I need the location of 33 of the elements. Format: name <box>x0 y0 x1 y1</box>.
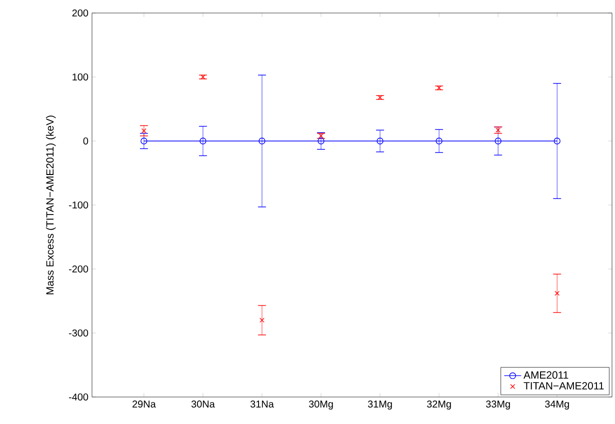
point <box>378 95 382 100</box>
x-tick-label: 29Na <box>132 400 156 408</box>
y-tick-label: 200 <box>72 9 88 17</box>
y-tick-label: -200 <box>68 265 88 273</box>
point <box>554 138 560 144</box>
y-tick-label: -400 <box>68 393 88 401</box>
point <box>258 138 266 144</box>
x-tick-label: 30Mg <box>308 400 333 410</box>
point <box>376 138 384 144</box>
point <box>140 138 148 144</box>
point <box>200 138 206 144</box>
x-tick-label: 31Na <box>250 400 274 408</box>
legend-label: AME2011 <box>524 371 568 379</box>
x-tick-label: 32Mg <box>426 400 451 410</box>
point <box>494 138 502 144</box>
point <box>496 128 501 133</box>
y-tick-label: 0 <box>83 137 88 145</box>
point <box>260 318 264 323</box>
y-tick-label: -100 <box>68 201 88 209</box>
x-tick-label: 33Mg <box>486 400 510 410</box>
x-tick-label: 31Mg <box>368 400 392 410</box>
legend-label: TITAN−AME2011 <box>524 382 604 390</box>
point <box>436 85 442 90</box>
y-axis-title: Mass Excess (TITAN−AME2011) (keV) <box>46 116 56 294</box>
point <box>318 133 324 138</box>
y-tick-label: 100 <box>72 73 88 81</box>
point <box>141 128 146 134</box>
point <box>554 290 560 296</box>
y-tick-label: -300 <box>68 329 88 337</box>
point <box>200 74 206 80</box>
x-tick-label: 34Mg <box>545 400 569 410</box>
point <box>436 138 442 144</box>
x-tick-label: 30Na <box>191 400 215 408</box>
